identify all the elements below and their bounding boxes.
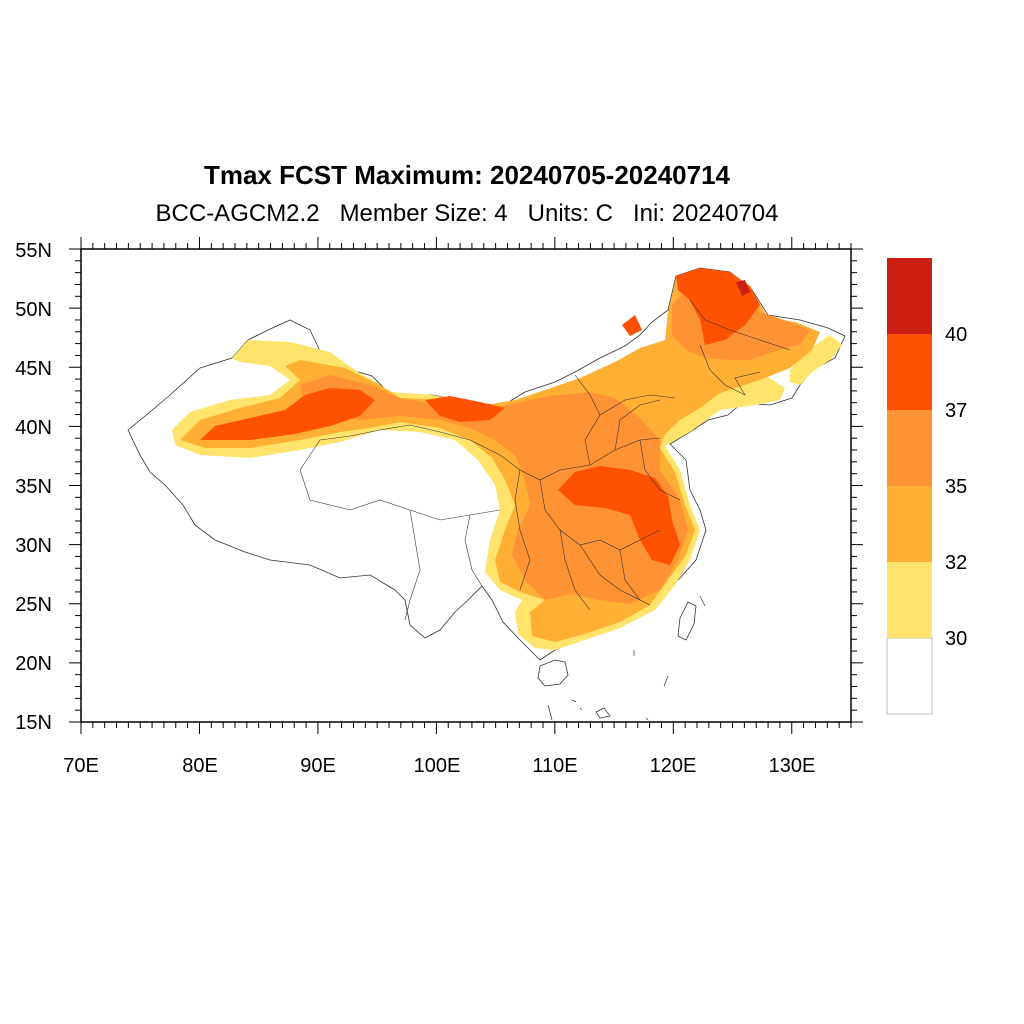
member-size: Member Size: 4: [339, 200, 508, 227]
coastline: [547, 595, 706, 721]
x-tick-label: 110E: [532, 755, 577, 777]
map-title: Tmax FCST Maximum: 20240705-20240714: [203, 160, 731, 190]
x-tick-label: 80E: [182, 755, 218, 777]
y-tick-label: 25N: [15, 594, 52, 616]
init-date: Ini: 20240704: [633, 200, 779, 227]
colorbar-segment-below-30: [886, 637, 933, 715]
colorbar-label: 32: [945, 552, 967, 574]
colorbar-segment-30-32: [887, 562, 932, 638]
y-axis-labels: 15N 20N 25N 30N 35N 40N 45N 50N 55N: [15, 240, 52, 734]
colorbar-label: 40: [945, 324, 967, 346]
x-axis-labels: 70E 80E 90E 100E 110E 120E 130E: [63, 755, 815, 777]
y-tick-label: 35N: [15, 476, 52, 498]
y-tick-label: 50N: [15, 299, 52, 321]
colorbar-label: 37: [945, 400, 967, 422]
units-label: Units: C: [527, 200, 613, 227]
y-tick-label: 20N: [15, 653, 52, 675]
x-tick-label: 100E: [414, 755, 461, 777]
map-subtitle: BCC-AGCM2.2 Member Size: 4 Units: C Ini:…: [0, 200, 934, 228]
x-tick-label: 70E: [63, 755, 99, 777]
y-tick-label: 45N: [15, 358, 52, 380]
colorbar-label: 35: [945, 476, 967, 498]
x-tick-label: 130E: [769, 755, 816, 777]
colorbar-segment-32-35: [887, 486, 932, 562]
colorbar-segment-35-37: [887, 410, 932, 486]
y-tick-label: 40N: [15, 417, 52, 439]
y-tick-label: 15N: [15, 712, 52, 734]
y-tick-label: 55N: [15, 240, 52, 262]
colorbar: 30 32 35 37 40: [886, 258, 967, 715]
axis-ticks: [69, 237, 863, 734]
x-tick-label: 90E: [300, 755, 336, 777]
province-borders: [299, 299, 791, 621]
taiwan-island: [677, 601, 697, 641]
colorbar-label: 30: [945, 628, 967, 650]
tmax-40-plus-band: [736, 280, 750, 296]
y-tick-label: 30N: [15, 535, 52, 557]
x-tick-label: 120E: [650, 755, 697, 777]
colorbar-segment-above-40: [887, 258, 932, 334]
hainan-island: [537, 659, 569, 687]
model-name: BCC-AGCM2.2: [155, 200, 320, 227]
colorbar-segment-37-40: [887, 334, 932, 410]
